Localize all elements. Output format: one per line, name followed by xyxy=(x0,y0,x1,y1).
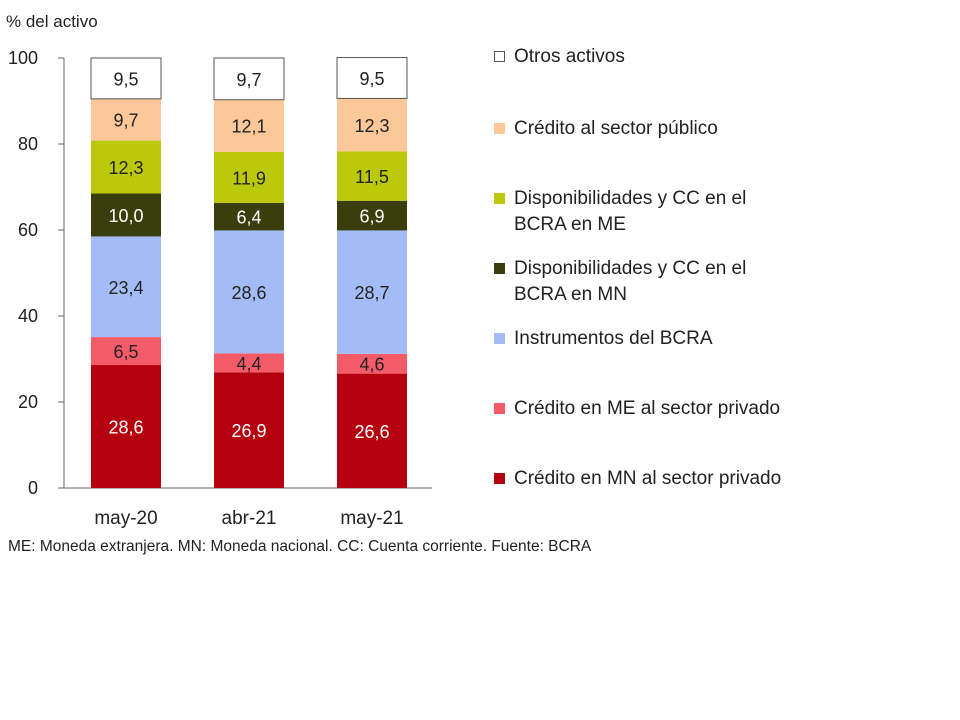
x-tick-label-2: may-21 xyxy=(340,508,403,529)
data-label-2-5: 12,3 xyxy=(354,116,389,136)
data-label-2-0: 26,6 xyxy=(354,422,389,442)
data-label-2-3: 6,9 xyxy=(359,207,384,227)
data-label-2-4: 11,5 xyxy=(355,167,389,187)
bar-segment-0-1 xyxy=(91,337,161,366)
legend-swatch xyxy=(494,403,505,414)
y-axis-label: % del activo xyxy=(6,12,98,31)
data-label-2-2: 28,7 xyxy=(354,283,389,303)
bar-segment-2-6 xyxy=(336,57,408,99)
legend-label: Crédito en ME al sector privado xyxy=(514,398,781,419)
x-tick-label-1: abr-21 xyxy=(222,508,277,529)
bar-segment-0-0 xyxy=(91,365,161,488)
data-label-1-5: 12,1 xyxy=(231,117,266,137)
legend-item: Crédito en MN al sector privado xyxy=(494,466,794,492)
data-label-2-6: 9,5 xyxy=(359,69,384,89)
data-label-1-2: 28,6 xyxy=(231,283,266,303)
bar-segment-2-3 xyxy=(337,200,407,231)
bar-segment-1-4 xyxy=(214,151,284,203)
bar-segment-1-2 xyxy=(214,230,284,354)
data-label-0-4: 12,3 xyxy=(108,158,143,178)
bar-segment-0-2 xyxy=(91,236,161,338)
data-label-1-1: 4,4 xyxy=(236,354,261,374)
legend-swatch xyxy=(494,473,505,484)
legend-swatch xyxy=(494,193,505,204)
data-label-1-4: 11,9 xyxy=(232,168,266,188)
bar-segment-1-5 xyxy=(214,99,284,152)
bar-segment-0-3 xyxy=(91,193,161,237)
bar-segment-2-0 xyxy=(337,373,407,488)
bar-segment-2-4 xyxy=(337,151,407,201)
y-tick-label-80: 80 xyxy=(18,134,38,154)
bar-segment-1-1 xyxy=(214,353,284,373)
y-tick-label-60: 60 xyxy=(18,220,38,240)
legend-label: Disponibilidades y CC en el BCRA en ME xyxy=(514,188,747,235)
bar-segment-1-0 xyxy=(214,372,284,488)
data-label-1-3: 6,4 xyxy=(236,208,261,228)
legend-swatch xyxy=(494,123,505,134)
legend-item: Crédito en ME al sector privado xyxy=(494,396,794,422)
legend-item: Disponibilidades y CC en el BCRA en MN xyxy=(494,256,794,308)
data-label-0-1: 6,5 xyxy=(113,342,138,362)
legend-item: Disponibilidades y CC en el BCRA en ME xyxy=(494,186,794,238)
legend-label: Crédito en MN al sector privado xyxy=(514,468,782,489)
legend-label: Disponibilidades y CC en el BCRA en MN xyxy=(514,258,747,305)
legend-label: Otros activos xyxy=(514,46,625,67)
footnote: ME: Moneda extranjera. MN: Moneda nacion… xyxy=(8,538,592,555)
bar-segment-1-6 xyxy=(213,57,285,101)
data-label-0-5: 9,7 xyxy=(113,111,138,131)
legend-swatch xyxy=(494,263,505,274)
data-label-0-2: 23,4 xyxy=(108,278,143,298)
legend-label: Instrumentos del BCRA xyxy=(514,328,713,349)
legend-swatch xyxy=(494,51,505,62)
bar-segment-0-4 xyxy=(91,140,161,194)
data-label-0-0: 28,6 xyxy=(108,418,143,438)
data-label-1-0: 26,9 xyxy=(231,421,266,441)
data-label-0-6: 9,5 xyxy=(113,69,138,89)
legend-item: Otros activos xyxy=(494,44,794,70)
y-tick-label-40: 40 xyxy=(18,306,38,326)
y-tick-label-0: 0 xyxy=(28,478,38,498)
x-tick-label-0: may-20 xyxy=(94,508,157,529)
bar-segment-2-1 xyxy=(337,353,407,374)
bar-segment-1-3 xyxy=(214,202,284,231)
legend-item: Instrumentos del BCRA xyxy=(494,326,794,352)
bar-segment-0-6 xyxy=(90,57,162,100)
legend-item: Crédito al sector público xyxy=(494,116,794,142)
data-label-1-6: 9,7 xyxy=(236,70,261,90)
y-tick-label-20: 20 xyxy=(18,392,38,412)
bar-segment-2-2 xyxy=(337,230,407,354)
y-tick-label-100: 100 xyxy=(8,48,38,68)
bar-segment-0-5 xyxy=(91,98,161,141)
legend-label: Crédito al sector público xyxy=(514,118,718,139)
data-label-2-1: 4,6 xyxy=(359,355,384,375)
data-label-0-3: 10,0 xyxy=(108,206,143,226)
legend-swatch xyxy=(494,333,505,344)
bar-segment-2-5 xyxy=(337,98,407,152)
